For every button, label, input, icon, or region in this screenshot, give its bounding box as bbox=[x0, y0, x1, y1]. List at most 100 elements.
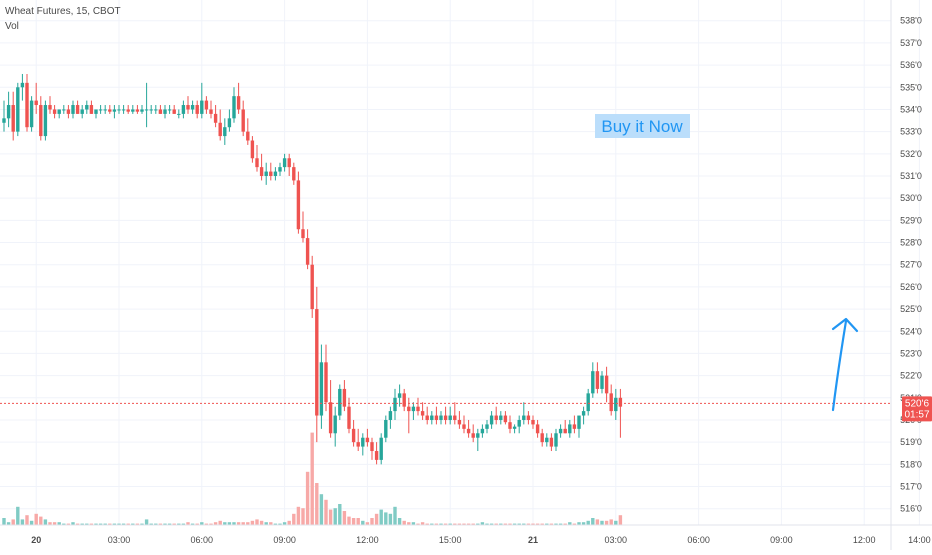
candle-body bbox=[195, 105, 199, 114]
volume-bar bbox=[595, 519, 600, 525]
x-tick-label: 12:00 bbox=[853, 535, 876, 545]
candle-body bbox=[273, 171, 278, 176]
volume-bar bbox=[430, 523, 434, 525]
candle-body bbox=[512, 426, 517, 429]
candle-body bbox=[57, 109, 61, 114]
candle-body bbox=[144, 109, 149, 111]
volume-bar bbox=[535, 523, 540, 525]
volume-bar bbox=[282, 522, 287, 525]
volume-bar bbox=[48, 522, 52, 525]
volume-bar bbox=[195, 523, 199, 525]
y-tick-label: 536'0 bbox=[900, 60, 922, 70]
candle-body bbox=[315, 309, 319, 416]
volume-bar bbox=[246, 522, 250, 525]
candle-body bbox=[213, 113, 218, 123]
candle-body bbox=[328, 402, 333, 434]
candle-body bbox=[236, 96, 241, 110]
candle-body bbox=[558, 428, 563, 434]
volume-bar bbox=[204, 523, 209, 525]
volume-bar bbox=[6, 522, 11, 525]
candle-body bbox=[250, 140, 255, 159]
candle-body bbox=[163, 109, 167, 114]
price-badge: 520'6 01:57 bbox=[902, 396, 932, 422]
volume-bar bbox=[618, 515, 623, 525]
candle-body bbox=[66, 109, 71, 114]
candle-body bbox=[292, 167, 296, 181]
candle-body bbox=[499, 415, 503, 420]
volume-bar bbox=[108, 523, 112, 525]
volume-bar bbox=[407, 522, 411, 525]
volume-bar bbox=[213, 522, 218, 525]
volume-bar bbox=[489, 523, 494, 525]
candle-body bbox=[43, 105, 48, 137]
y-tick-label: 538'0 bbox=[900, 16, 922, 26]
volume-bar bbox=[264, 522, 268, 525]
volume-bar bbox=[287, 520, 291, 525]
candle-body bbox=[158, 109, 163, 114]
candle-body bbox=[577, 415, 581, 429]
volume-bar bbox=[462, 523, 466, 525]
y-tick-label: 516'0 bbox=[900, 504, 922, 514]
candle-body bbox=[361, 437, 365, 447]
candle-body bbox=[223, 127, 227, 137]
candle-body bbox=[618, 397, 623, 407]
candle-body bbox=[319, 362, 324, 416]
volume-bar bbox=[558, 523, 563, 525]
candle-body bbox=[296, 180, 301, 230]
volume-bar bbox=[609, 519, 613, 525]
annotation-text: Buy it Now bbox=[601, 117, 683, 136]
volume-bar bbox=[581, 522, 586, 525]
volume-bar bbox=[356, 518, 360, 525]
x-tick-label: 20 bbox=[31, 535, 41, 545]
candle-body bbox=[522, 415, 526, 420]
volume-bar bbox=[218, 520, 222, 525]
volume-bar bbox=[361, 520, 365, 525]
volume-bar bbox=[517, 523, 521, 525]
volume-bar bbox=[241, 522, 245, 525]
volume-bar bbox=[273, 523, 278, 525]
volume-bar bbox=[57, 522, 61, 525]
candle-body bbox=[531, 419, 535, 425]
volume-bar bbox=[43, 519, 48, 525]
candle-body bbox=[356, 442, 360, 447]
candle-body bbox=[549, 437, 554, 447]
y-tick-label: 518'0 bbox=[900, 459, 922, 469]
y-tick-label: 517'0 bbox=[900, 482, 922, 492]
volume-bar bbox=[158, 523, 163, 525]
volume-bar bbox=[319, 494, 324, 525]
y-tick-label: 523'0 bbox=[900, 348, 922, 358]
volume-bar bbox=[480, 522, 485, 525]
y-tick-label: 522'0 bbox=[900, 371, 922, 381]
candle-body bbox=[407, 406, 411, 412]
volume-bar bbox=[540, 523, 544, 525]
volume-bar bbox=[177, 523, 181, 525]
candle-body bbox=[301, 229, 305, 239]
candle-body bbox=[581, 411, 586, 416]
candle-body bbox=[172, 109, 176, 114]
volume-bar bbox=[250, 520, 255, 525]
candle-body bbox=[489, 415, 494, 425]
volume-bar bbox=[278, 523, 282, 525]
candle-body bbox=[305, 238, 310, 265]
y-tick-label: 529'0 bbox=[900, 215, 922, 225]
candle-body bbox=[388, 411, 393, 420]
candle-body bbox=[384, 419, 388, 438]
volume-bar bbox=[223, 522, 227, 525]
chart-legend: Wheat Futures, 15, CBOT Vol bbox=[5, 4, 121, 34]
candle-body bbox=[420, 411, 425, 416]
candle-body bbox=[16, 87, 20, 132]
candle-body bbox=[135, 109, 140, 112]
candle-body bbox=[117, 109, 121, 111]
annotation-box[interactable]: Buy it Now bbox=[595, 114, 690, 138]
volume-bar bbox=[549, 523, 554, 525]
volume-bar bbox=[416, 523, 420, 525]
volume-bar bbox=[351, 518, 356, 525]
candle-body bbox=[503, 415, 508, 423]
y-tick-label: 526'0 bbox=[900, 282, 922, 292]
volume-bar bbox=[140, 523, 144, 525]
volume-bar bbox=[370, 518, 374, 525]
candle-body bbox=[25, 82, 29, 128]
candle-body bbox=[347, 406, 351, 429]
